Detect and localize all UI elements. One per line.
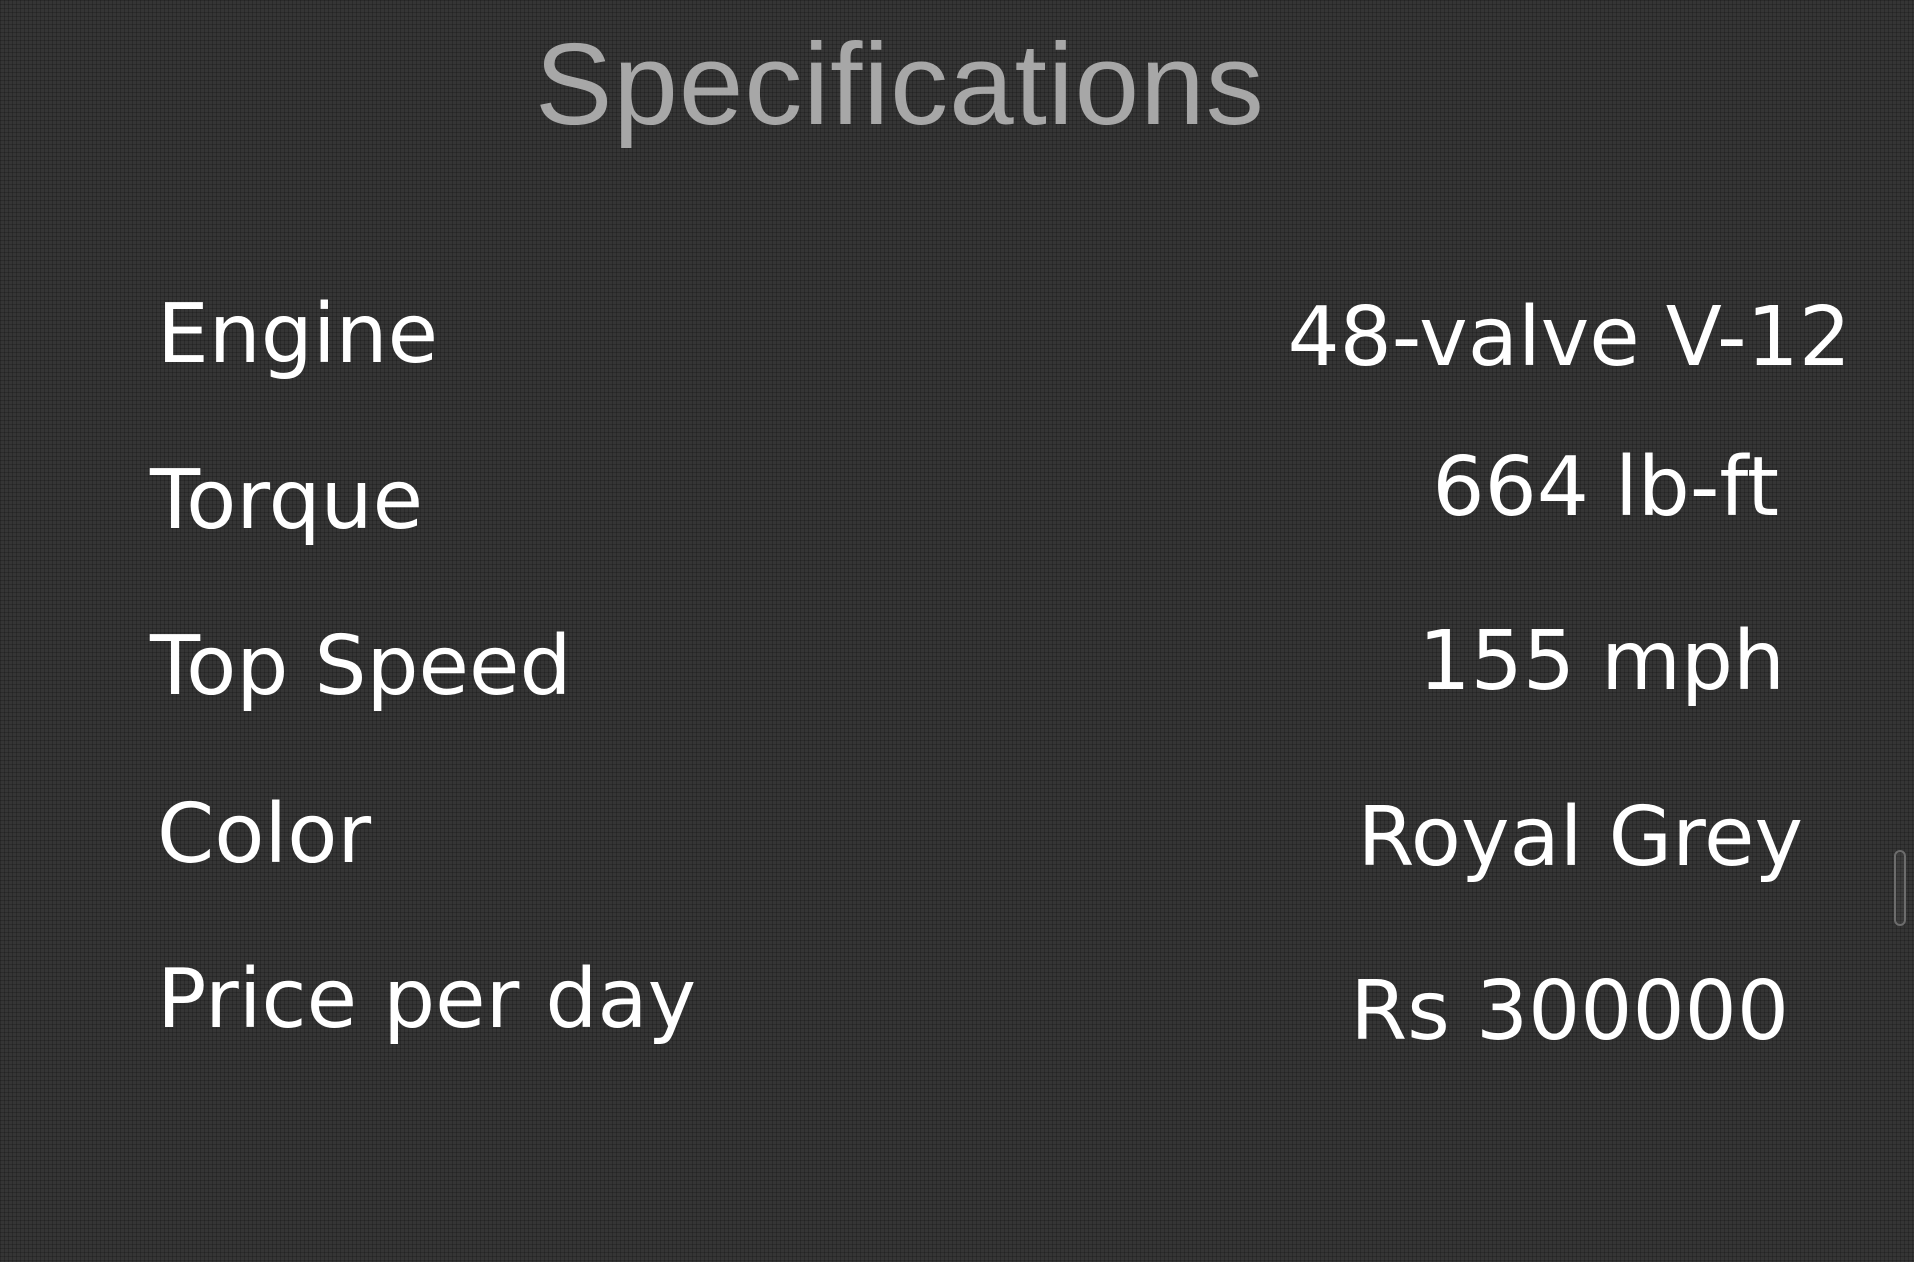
spec-label-top-speed: Top Speed [150, 619, 572, 714]
spec-label-torque: Torque [150, 453, 424, 548]
spec-label-color: Color [157, 787, 372, 882]
spec-value-price-per-day: Rs 300000 [1350, 964, 1789, 1059]
spec-value-color: Royal Grey [1357, 790, 1803, 885]
spec-label-price-per-day: Price per day [157, 952, 697, 1047]
page-title: Specifications [535, 19, 1265, 149]
spec-label-engine: Engine [157, 287, 439, 382]
vertical-scrollbar-thumb[interactable] [1894, 850, 1906, 926]
spec-value-engine: 48-valve V-12 [1287, 290, 1851, 385]
spec-value-top-speed: 155 mph [1418, 614, 1785, 709]
spec-value-torque: 664 lb-ft [1432, 440, 1779, 535]
